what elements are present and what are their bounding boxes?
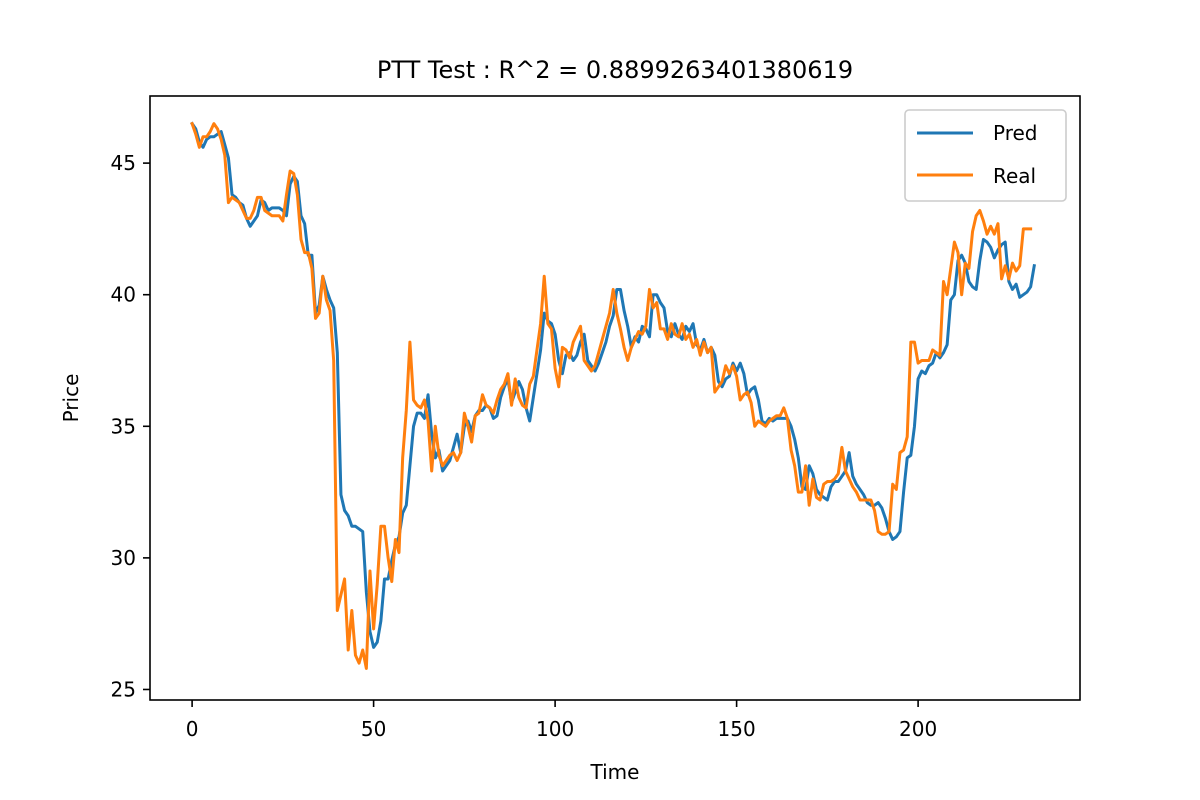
y-tick-label: 40 xyxy=(111,283,136,307)
chart-title: PTT Test : R^2 = 0.8899263401380619 xyxy=(377,56,853,84)
x-axis: 0 50 100 150 200 xyxy=(186,700,937,741)
series-layer xyxy=(190,121,1036,670)
series-line-real xyxy=(190,121,1033,670)
x-axis-label: Time xyxy=(590,760,640,784)
x-tick-label: 0 xyxy=(186,717,199,741)
x-tick-label: 200 xyxy=(899,717,937,741)
y-axis: 25 30 35 40 45 xyxy=(111,151,150,701)
x-tick-label: 50 xyxy=(361,717,386,741)
y-tick-label: 45 xyxy=(111,151,136,175)
legend-label-pred: Pred xyxy=(993,121,1038,145)
y-axis-label: Price xyxy=(59,374,83,423)
y-tick-label: 25 xyxy=(111,677,136,701)
legend-box xyxy=(904,109,1067,202)
series-line-pred xyxy=(190,121,1036,649)
x-tick-label: 100 xyxy=(536,717,574,741)
y-tick-label: 35 xyxy=(111,414,136,438)
plot-area-frame xyxy=(149,95,1081,701)
y-tick-label: 30 xyxy=(111,546,136,570)
legend-label-real: Real xyxy=(993,164,1036,188)
x-tick-label: 150 xyxy=(718,717,756,741)
legend: Pred Real xyxy=(904,109,1067,202)
